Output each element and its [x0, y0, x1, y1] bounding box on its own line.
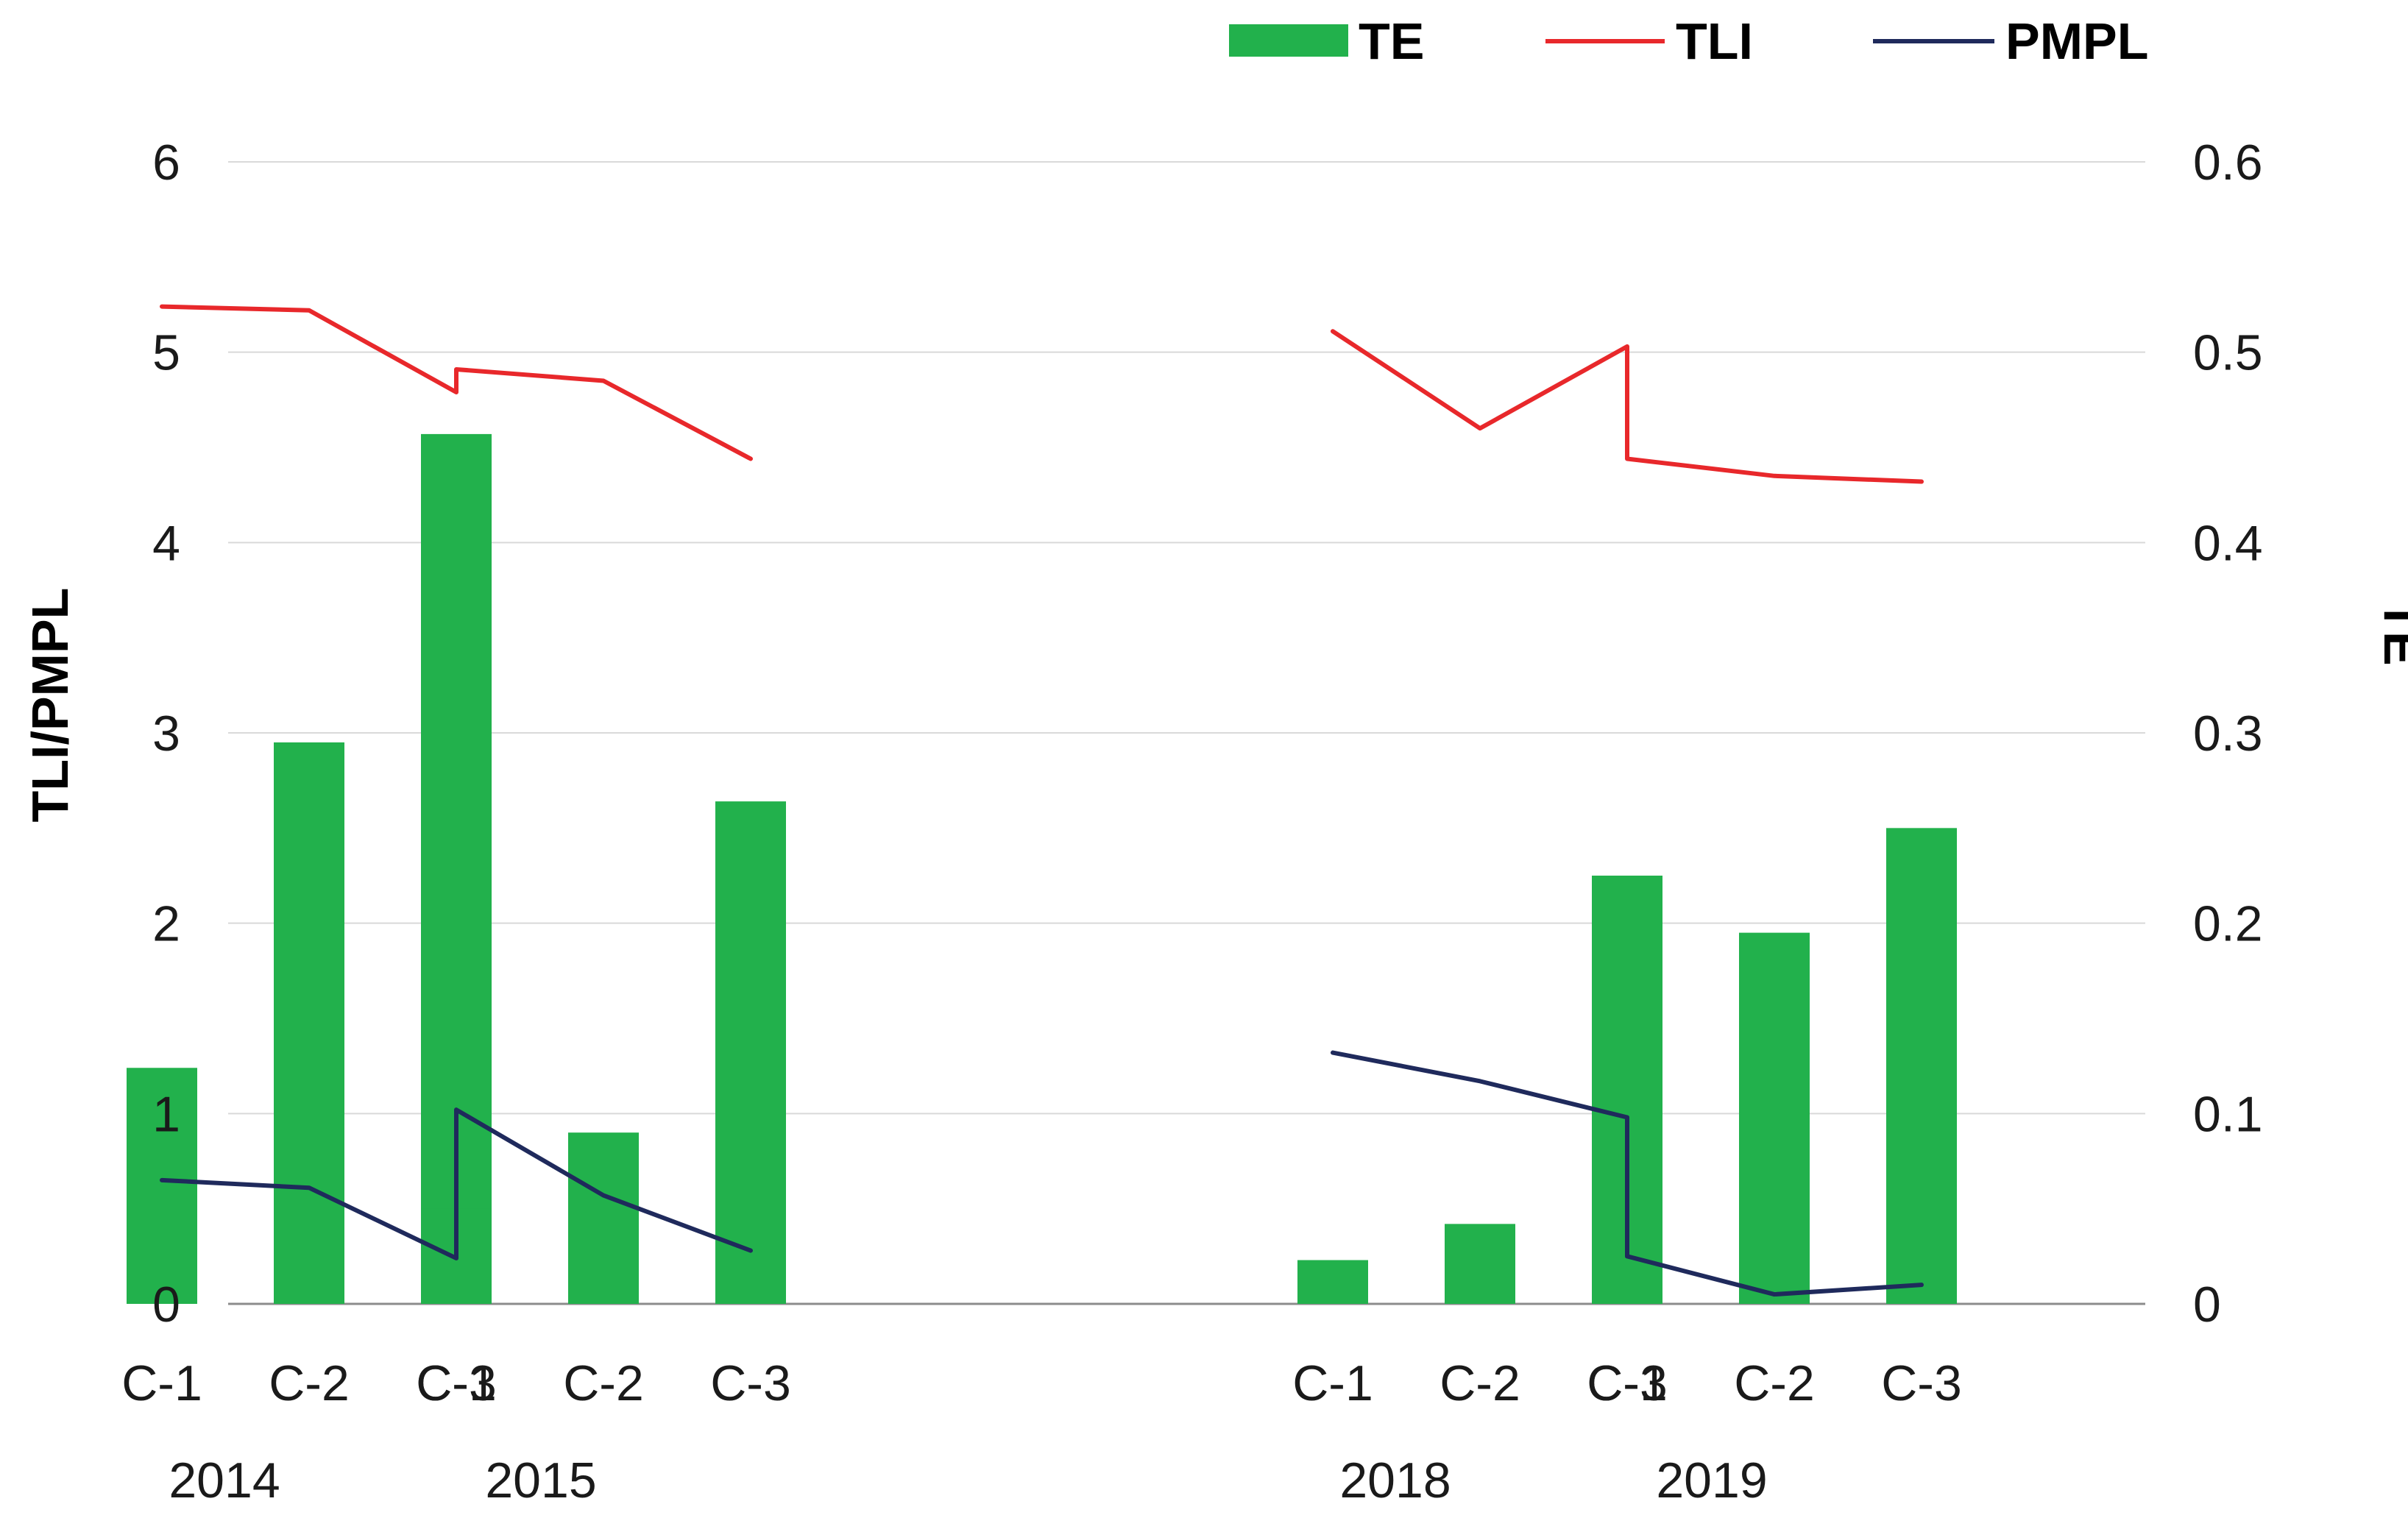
category-label: C-2: [269, 1355, 350, 1411]
te-bar: [1445, 1224, 1515, 1304]
te-bar: [1739, 932, 1810, 1304]
right-tick-label: 0.6: [2193, 135, 2263, 191]
right-tick-label: 0: [2193, 1277, 2221, 1333]
right-tick-label: 0.5: [2193, 325, 2263, 381]
category-label: C-1: [1587, 1355, 1668, 1411]
te-bar: [568, 1132, 639, 1304]
te-bar: [1886, 828, 1957, 1304]
category-label: C-1: [416, 1355, 497, 1411]
category-label: C-2: [563, 1355, 644, 1411]
legend-te-label: TE: [1359, 13, 1424, 70]
right-axis-title: TE: [2373, 600, 2408, 665]
left-tick-label: 1: [152, 1086, 180, 1142]
group-label: 2018: [1339, 1453, 1451, 1508]
left-tick-label: 0: [152, 1277, 180, 1333]
te-bar: [127, 1068, 197, 1304]
left-tick-label: 2: [152, 896, 180, 952]
legend-te-swatch: [1229, 24, 1348, 57]
legend-pmpl-label: PMPL: [2005, 13, 2148, 70]
category-label: C-3: [1881, 1355, 1962, 1411]
right-tick-label: 0.4: [2193, 515, 2263, 571]
pmpl-line: [1331, 1050, 1924, 1297]
left-tick-label: 4: [152, 515, 180, 571]
tli-line: [1331, 329, 1924, 484]
category-label: C-2: [1440, 1355, 1520, 1411]
pmpl-line: [160, 1107, 753, 1260]
te-bar: [274, 742, 344, 1304]
series-lines: [160, 304, 1924, 1297]
left-tick-label: 6: [152, 135, 180, 191]
category-label: C-3: [416, 1355, 497, 1411]
te-bar: [715, 801, 786, 1304]
category-label: C-2: [1734, 1355, 1815, 1411]
legend-tli-label: TLI: [1676, 13, 1753, 70]
gridlines: [228, 161, 2145, 1305]
left-tick-label: 3: [152, 706, 180, 762]
tick-labels: 0 1 2 3 4 5 6 0 0.1 0.2 0.3 0.4 0.5 0.6 C-1 C-2 C-3 2014 C…: [121, 135, 2262, 1508]
right-tick-label: 0.3: [2193, 706, 2263, 762]
te-bar: [1297, 1260, 1368, 1304]
category-label: C-3: [710, 1355, 791, 1411]
legend: TE TLI PMPL: [1229, 13, 2148, 70]
right-tick-label: 0.1: [2193, 1086, 2263, 1142]
left-tick-label: 5: [152, 325, 180, 381]
category-label: C-1: [1292, 1355, 1373, 1411]
group-label: 2014: [169, 1453, 280, 1508]
group-label: 2015: [485, 1453, 596, 1508]
te-bars: [127, 433, 1957, 1304]
category-label: C-3: [1587, 1355, 1668, 1411]
tli-line: [160, 304, 753, 461]
category-label: C-1: [121, 1355, 202, 1411]
group-label: 2019: [1656, 1453, 1767, 1508]
right-tick-label: 0.2: [2193, 896, 2263, 952]
left-axis-title: TLI/PMPL: [21, 588, 79, 823]
